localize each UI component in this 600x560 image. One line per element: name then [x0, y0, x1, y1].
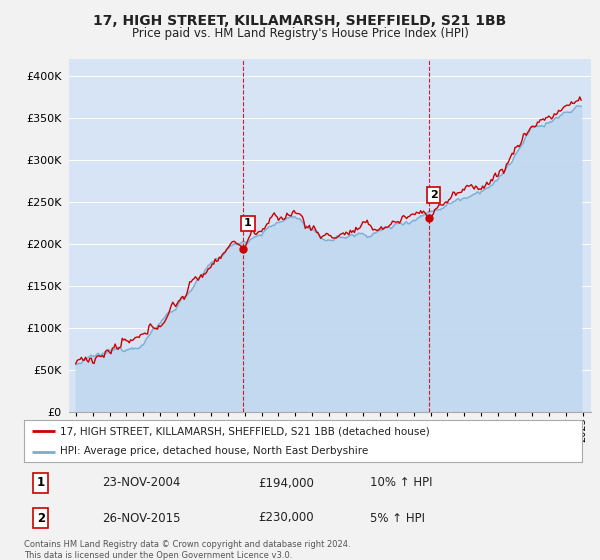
Text: £194,000: £194,000 — [259, 477, 314, 489]
Text: 26-NOV-2015: 26-NOV-2015 — [102, 511, 181, 525]
Text: 1: 1 — [244, 218, 252, 228]
Text: 1: 1 — [37, 477, 45, 489]
Text: Price paid vs. HM Land Registry's House Price Index (HPI): Price paid vs. HM Land Registry's House … — [131, 27, 469, 40]
Text: 23-NOV-2004: 23-NOV-2004 — [102, 477, 181, 489]
Text: 2: 2 — [430, 190, 438, 200]
Text: 17, HIGH STREET, KILLAMARSH, SHEFFIELD, S21 1BB: 17, HIGH STREET, KILLAMARSH, SHEFFIELD, … — [94, 14, 506, 28]
Text: £230,000: £230,000 — [259, 511, 314, 525]
Text: 5% ↑ HPI: 5% ↑ HPI — [370, 511, 425, 525]
Text: 17, HIGH STREET, KILLAMARSH, SHEFFIELD, S21 1BB (detached house): 17, HIGH STREET, KILLAMARSH, SHEFFIELD, … — [60, 426, 430, 436]
Text: HPI: Average price, detached house, North East Derbyshire: HPI: Average price, detached house, Nort… — [60, 446, 368, 456]
Text: 10% ↑ HPI: 10% ↑ HPI — [370, 477, 433, 489]
Text: 2: 2 — [37, 511, 45, 525]
Text: Contains HM Land Registry data © Crown copyright and database right 2024.
This d: Contains HM Land Registry data © Crown c… — [24, 540, 350, 560]
